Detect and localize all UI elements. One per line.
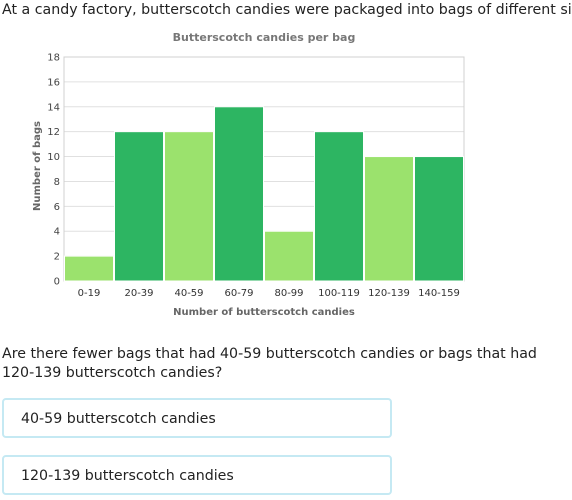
y-tick-label: 14 [47,102,60,113]
y-tick-label: 10 [47,152,60,163]
y-tick-label: 8 [54,177,60,188]
histogram-chart: Butterscotch candies per bag 0 2 4 6 8 10 12 14… [0,24,572,324]
x-tick-label: 120-139 [368,288,410,299]
x-tick-label: 0-19 [78,288,101,299]
intro-text: At a candy factory, butterscotch candies… [2,2,572,18]
y-tick-label: 2 [54,252,60,263]
bar-60-79 [214,106,264,282]
y-tick-label: 18 [47,53,60,64]
y-tick-label: 6 [54,202,60,213]
x-axis-ticks: 0-19 20-39 40-59 60-79 80-99 100-119 120-139 14… [78,288,460,299]
bar-140-159 [414,156,464,282]
y-tick-label: 0 [54,277,60,288]
x-axis-label: Number of butterscotch candies [173,307,355,318]
chart-bars [64,106,464,282]
x-tick-label: 20-39 [124,288,153,299]
bar-100-119 [314,131,364,282]
y-tick-label: 4 [54,227,60,238]
bar-80-99 [264,230,314,282]
y-tick-label: 12 [47,127,60,138]
x-tick-label: 80-99 [274,288,303,299]
x-tick-label: 60-79 [224,288,253,299]
answer-choice-40-59[interactable]: 40-59 butterscotch candies [2,398,392,438]
x-tick-label: 40-59 [174,288,203,299]
question-text: Are there fewer bags that had 40-59 butt… [2,346,537,381]
chart-title: Butterscotch candies per bag [173,31,356,44]
bar-20-39 [114,131,164,282]
y-axis-label: Number of bags [32,121,43,211]
y-tick-label: 16 [47,77,60,88]
chart-svg: Butterscotch candies per bag 0 2 4 6 8 10 12 14… [32,31,465,318]
answer-choice-label: 120-139 butterscotch candies [21,468,234,484]
x-tick-label: 100-119 [318,288,360,299]
answer-choice-label: 40-59 butterscotch candies [21,411,216,427]
bar-0-19 [64,255,114,282]
bar-120-139 [364,156,414,282]
y-axis-ticks: 0 2 4 6 8 10 12 14 16 18 [47,53,60,288]
x-tick-label: 140-159 [418,288,460,299]
answer-choice-120-139[interactable]: 120-139 butterscotch candies [2,455,392,495]
bar-40-59 [164,131,214,282]
